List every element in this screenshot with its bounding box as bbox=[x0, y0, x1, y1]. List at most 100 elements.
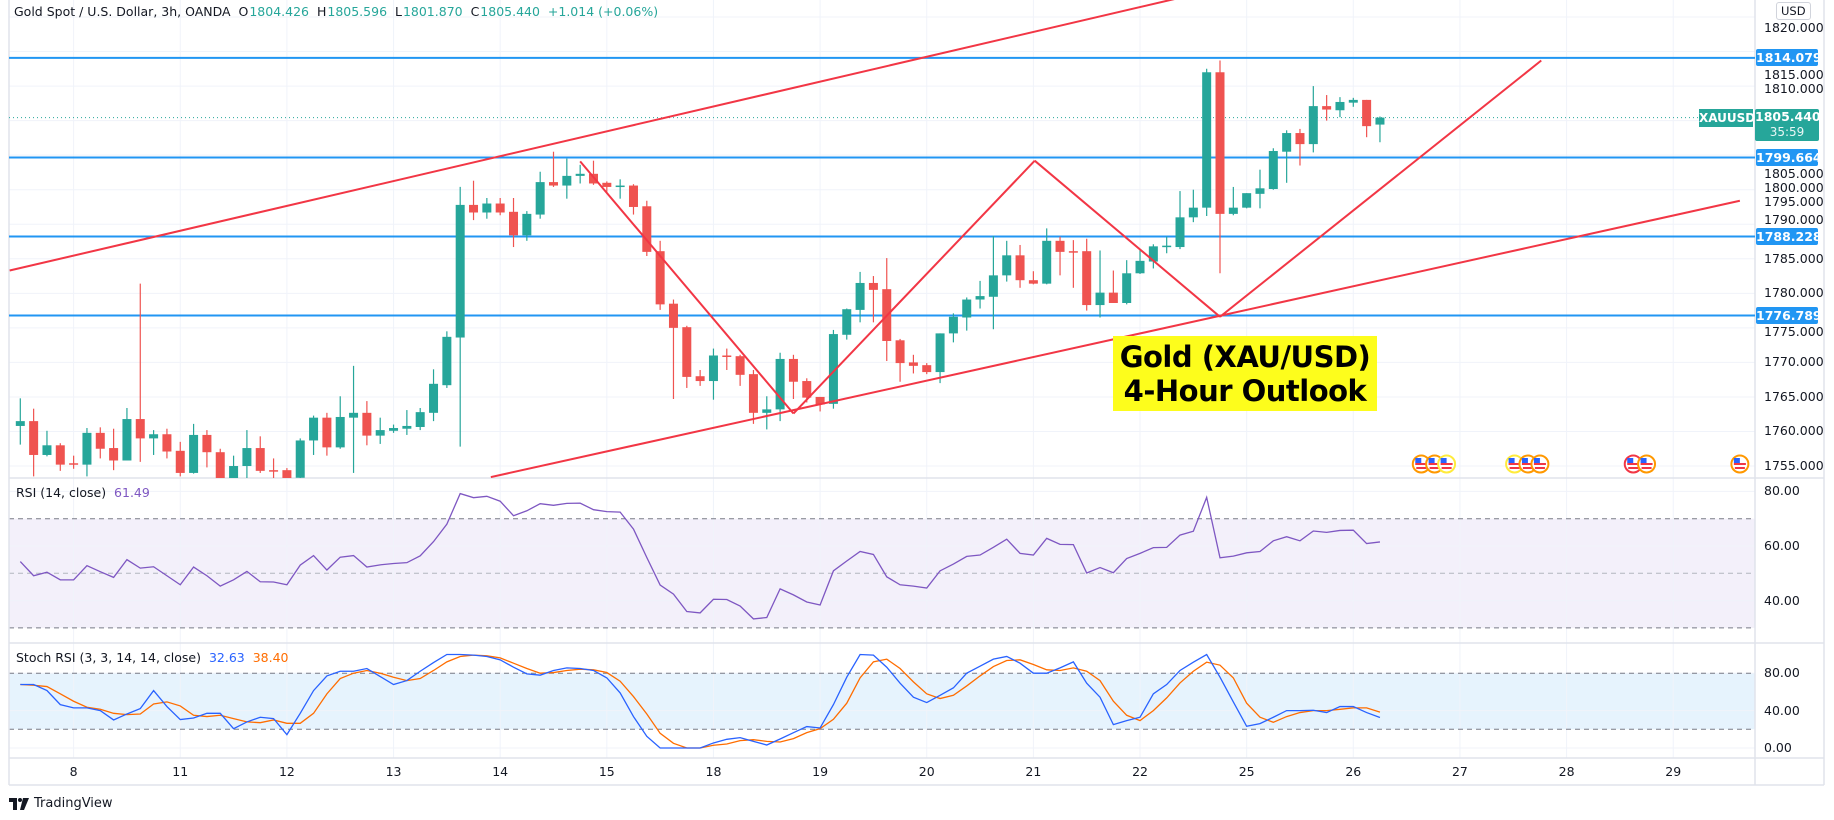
price-axis-label: 1810.000 bbox=[1764, 80, 1824, 96]
candle bbox=[948, 313, 958, 343]
candle-body bbox=[215, 452, 225, 478]
us-flag-icon[interactable] bbox=[1505, 454, 1525, 474]
candle-body bbox=[562, 175, 572, 186]
tradingview-logo[interactable]: TradingView bbox=[9, 796, 113, 811]
trend-line bbox=[1034, 159, 1221, 318]
time-axis-label: 12 bbox=[278, 764, 295, 779]
candle-body bbox=[29, 421, 39, 455]
time-axis-label: 13 bbox=[385, 764, 402, 779]
candle bbox=[708, 348, 718, 400]
candle bbox=[442, 331, 452, 388]
candle bbox=[15, 398, 25, 445]
candle-body bbox=[455, 204, 465, 338]
candle-body bbox=[1002, 255, 1012, 276]
candle-body bbox=[615, 185, 625, 188]
flag-canton bbox=[1640, 458, 1647, 463]
candle bbox=[748, 369, 758, 424]
price-axis-label: 1770.000 bbox=[1764, 354, 1824, 370]
stoch-pane bbox=[20, 653, 1381, 749]
flag-canton bbox=[1415, 458, 1422, 463]
candle-body bbox=[775, 358, 785, 410]
candle bbox=[868, 276, 878, 323]
rsi-axis-label: 80.00 bbox=[1764, 483, 1800, 499]
candle bbox=[628, 184, 638, 215]
candle bbox=[1268, 148, 1278, 190]
candle-body bbox=[855, 282, 865, 310]
candle-body bbox=[975, 296, 985, 300]
us-flag-icon[interactable] bbox=[1437, 454, 1457, 474]
price-axis-label: 1775.000 bbox=[1764, 324, 1824, 340]
stoch-axis-label: 80.00 bbox=[1764, 665, 1800, 681]
flag-canton bbox=[1627, 458, 1634, 463]
currency-badge[interactable]: USD bbox=[1776, 2, 1811, 20]
flag-stripe bbox=[1440, 463, 1453, 465]
time-axis-label: 29 bbox=[1665, 764, 1682, 779]
candle bbox=[242, 430, 252, 478]
candle-body bbox=[82, 432, 92, 465]
candle-body bbox=[682, 327, 692, 377]
candle-body bbox=[1135, 260, 1145, 274]
candle-body bbox=[522, 213, 532, 236]
rsi-axis-label: 60.00 bbox=[1764, 538, 1800, 553]
candle bbox=[322, 412, 332, 456]
candle bbox=[1308, 86, 1318, 153]
flag-stripe bbox=[1628, 467, 1639, 469]
candle bbox=[55, 443, 65, 471]
annotation-box[interactable]: Gold (XAU/USD) 4-Hour Outlook bbox=[1113, 336, 1377, 411]
flag-stripe bbox=[1428, 463, 1441, 465]
candle-body bbox=[842, 309, 852, 335]
candle-body bbox=[175, 450, 185, 473]
candle-body bbox=[1282, 133, 1292, 152]
candle-body bbox=[242, 448, 252, 467]
candle-body bbox=[1242, 193, 1252, 208]
flag-stripe bbox=[1429, 467, 1440, 469]
candle bbox=[375, 417, 385, 444]
stoch-k-line bbox=[20, 653, 1381, 749]
stoch-rsi-legend[interactable]: Stoch RSI (3, 3, 14, 14, close) 32.63 38… bbox=[16, 650, 289, 666]
candle bbox=[69, 455, 79, 469]
candle bbox=[495, 197, 505, 216]
candle-body bbox=[135, 419, 145, 439]
flag-stripe bbox=[1415, 463, 1428, 465]
candle-body bbox=[335, 416, 345, 448]
trend-line bbox=[1219, 59, 1542, 318]
close-value: 1805.440 bbox=[480, 4, 540, 19]
open-label: O bbox=[238, 4, 249, 19]
level-price-tag: 1788.228 bbox=[1756, 227, 1822, 245]
candle-body bbox=[1055, 240, 1065, 252]
price-axis-label: 1780.000 bbox=[1764, 285, 1824, 301]
candle-body bbox=[655, 251, 665, 305]
us-flag-icon[interactable] bbox=[1730, 454, 1750, 474]
candle bbox=[1162, 236, 1172, 254]
candle bbox=[668, 299, 678, 400]
candle bbox=[1148, 244, 1158, 269]
candle-body bbox=[828, 334, 838, 404]
candle-body bbox=[15, 421, 25, 426]
rsi-legend[interactable]: RSI (14, close) 61.49 bbox=[16, 485, 150, 501]
candle-body bbox=[922, 365, 932, 373]
symbol-tag: XAUUSD bbox=[1699, 109, 1756, 127]
price-axis-label: 1760.000 bbox=[1764, 423, 1824, 439]
us-flag-icon[interactable] bbox=[1530, 454, 1550, 474]
candle bbox=[1122, 260, 1132, 305]
candle-body bbox=[349, 412, 359, 418]
candle-body bbox=[189, 434, 199, 473]
us-flag-icon[interactable] bbox=[1637, 454, 1657, 474]
trend-line bbox=[792, 159, 1036, 415]
candle-body bbox=[95, 432, 105, 449]
candle-body bbox=[1202, 72, 1212, 208]
us-flag-icon[interactable] bbox=[1623, 454, 1643, 474]
candle-body bbox=[429, 383, 439, 413]
candle bbox=[908, 354, 918, 374]
stoch-band bbox=[9, 673, 1755, 730]
us-flag-icon[interactable] bbox=[1411, 454, 1431, 474]
level-price-tag: 1776.789 bbox=[1756, 307, 1822, 324]
bar-countdown: 35:59 bbox=[1769, 125, 1805, 139]
candle bbox=[202, 430, 212, 468]
candle bbox=[1002, 240, 1012, 282]
flag-stripe bbox=[1733, 463, 1746, 465]
rsi-value: 61.49 bbox=[114, 485, 150, 500]
time-axis-label: 20 bbox=[918, 764, 935, 779]
flag-stripe bbox=[1533, 463, 1546, 465]
